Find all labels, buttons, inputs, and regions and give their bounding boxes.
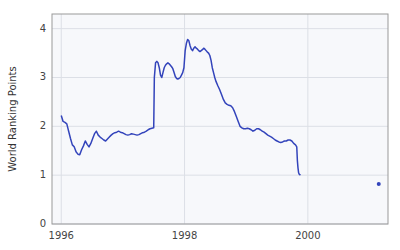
point bbox=[377, 182, 381, 186]
y-tick-label: 4 bbox=[40, 23, 46, 34]
y-tick-label: 1 bbox=[40, 169, 46, 180]
plot-area bbox=[52, 14, 388, 224]
data bbox=[61, 39, 381, 186]
y-grid-line bbox=[52, 175, 388, 176]
x-grid-line bbox=[307, 14, 308, 224]
x-grid-line bbox=[184, 14, 185, 224]
y-grid-line bbox=[52, 126, 388, 127]
y-tick-label: 2 bbox=[40, 120, 46, 131]
y-grid-line bbox=[52, 77, 388, 78]
chart: 0 1 2 3 4 1996 1998 2000 World Ranking Points bbox=[0, 0, 400, 250]
y-axis-label: World Ranking Points bbox=[7, 66, 18, 172]
plot-frame bbox=[52, 14, 388, 224]
y-tick-label: 3 bbox=[40, 71, 46, 82]
y-tick-label: 0 bbox=[40, 218, 46, 229]
x-tick-label: 1996 bbox=[49, 230, 74, 241]
line bbox=[61, 39, 300, 175]
y-grid-line bbox=[52, 28, 388, 29]
axes: 0 1 2 3 4 1996 1998 2000 bbox=[40, 23, 321, 241]
grid bbox=[52, 14, 388, 224]
x-tick-label: 1998 bbox=[172, 230, 197, 241]
x-tick-label: 2000 bbox=[295, 230, 320, 241]
